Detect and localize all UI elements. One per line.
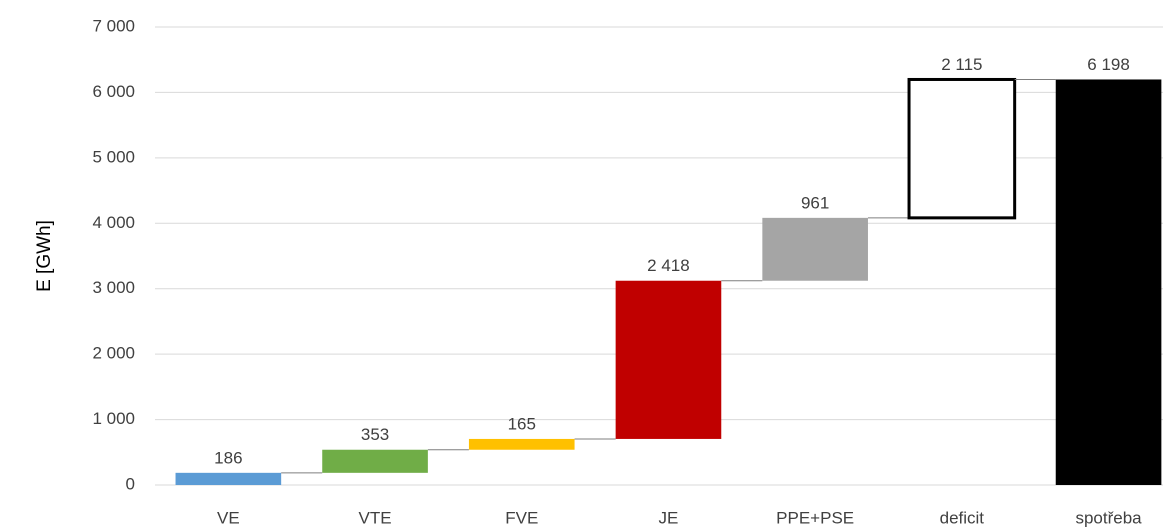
y-axis-label: E [GWh] (34, 220, 55, 292)
y-tick-label: 0 (126, 474, 135, 493)
value-label: 353 (361, 425, 389, 444)
value-label: 961 (801, 193, 829, 212)
value-label: 186 (214, 448, 242, 467)
bar (1055, 79, 1162, 485)
y-tick-label: 2 000 (92, 344, 135, 363)
value-label: 165 (508, 414, 536, 433)
x-tick-label: spotřeba (1075, 508, 1142, 527)
y-tick-label: 4 000 (92, 213, 135, 232)
y-tick-label: 6 000 (92, 82, 135, 101)
bar (907, 77, 1017, 220)
value-label: 2 115 (941, 55, 982, 74)
value-label: 2 418 (647, 256, 690, 275)
bar (762, 217, 868, 281)
y-tick-label: 7 000 (92, 16, 135, 35)
bar (468, 438, 575, 450)
value-label: 6 198 (1087, 55, 1130, 74)
x-tick-label: JE (659, 508, 679, 527)
x-tick-label: FVE (505, 508, 538, 527)
x-tick-label: deficit (940, 508, 985, 527)
y-tick-label: 3 000 (92, 278, 135, 297)
x-tick-label: VE (217, 508, 240, 527)
y-tick-label: 5 000 (92, 147, 135, 166)
bar (175, 472, 282, 485)
bar (322, 449, 428, 473)
x-tick-label: VTE (359, 508, 392, 527)
y-tick-label: 1 000 (92, 409, 135, 428)
bar (615, 280, 722, 439)
x-tick-label: PPE+PSE (776, 508, 854, 527)
